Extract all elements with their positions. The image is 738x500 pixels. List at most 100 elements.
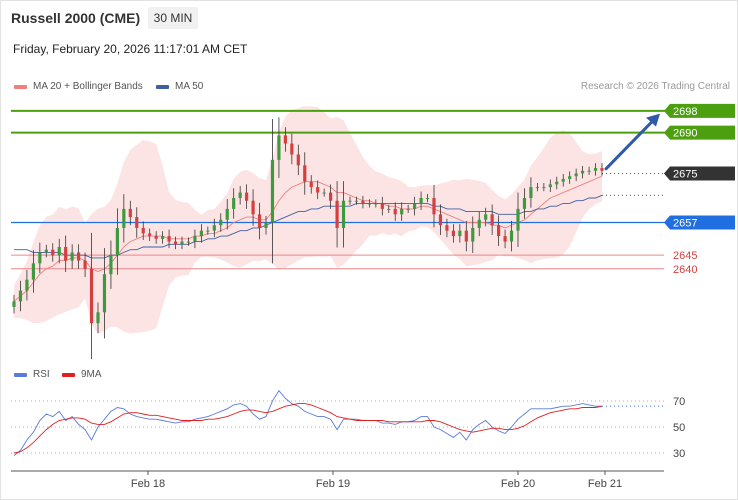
candle-body <box>593 168 598 171</box>
candle-body <box>96 312 100 324</box>
timestamp: Friday, February 20, 2026 11:17:01 AM CE… <box>13 42 248 56</box>
candle-body <box>354 200 359 202</box>
x-tick-label: Feb 18 <box>131 478 165 490</box>
candle-body <box>296 154 300 166</box>
forecast-arrow <box>604 118 656 171</box>
candle-body <box>471 227 475 242</box>
instrument-title: Russell 2000 (CME) <box>11 10 141 26</box>
level-label-2698: 2698 <box>673 106 697 118</box>
research-credit: Research © 2026 Trading Central <box>580 81 730 92</box>
candle-body <box>361 200 365 204</box>
candle-body <box>438 214 443 226</box>
candle-body <box>264 222 268 228</box>
candle-body <box>387 208 391 210</box>
candle-body <box>70 252 74 261</box>
candle-body <box>270 159 275 223</box>
legend-ma50-label: MA 50 <box>175 81 204 92</box>
candle-body <box>477 219 481 228</box>
candle-body <box>167 236 171 242</box>
candle-body <box>341 200 346 228</box>
candle-body <box>219 219 223 226</box>
candle-body <box>406 208 410 210</box>
candle-body <box>51 249 55 256</box>
candle-body <box>413 203 417 209</box>
level-tag-2657 <box>664 215 735 230</box>
candle-body <box>18 290 23 302</box>
candle-body <box>561 178 565 182</box>
candle-body <box>522 198 527 209</box>
candle-body <box>186 241 191 243</box>
candle-body <box>128 208 132 218</box>
candle-body <box>329 192 333 201</box>
x-tick-label: Feb 19 <box>316 478 350 490</box>
legend-ma20-swatch <box>14 84 27 89</box>
level-label-2657: 2657 <box>673 218 697 230</box>
rsi-tick-50: 50 <box>673 422 685 434</box>
candle-body <box>89 268 94 324</box>
forecast-arrow-head <box>646 113 660 127</box>
candle-body <box>83 260 87 269</box>
legend-rsi: RSI <box>14 369 50 380</box>
candle-body <box>419 198 423 204</box>
candle-body <box>367 203 371 205</box>
candle-body <box>348 200 352 202</box>
candle-body <box>451 230 455 237</box>
candle-body <box>31 263 35 280</box>
candle-body <box>581 170 585 174</box>
candle-body <box>148 233 152 237</box>
candle-body <box>458 230 462 237</box>
legend-rsi-ma-swatch <box>62 372 75 377</box>
candle-body <box>173 241 178 245</box>
candle-body <box>141 227 145 234</box>
candle-body <box>206 230 210 232</box>
legend-ma50: MA 50 <box>156 81 203 92</box>
candle-body <box>316 187 320 193</box>
timeframe-button[interactable]: 30 MIN <box>148 7 198 29</box>
candle-body <box>257 214 262 228</box>
candle-body <box>238 192 242 198</box>
level-label-2675: 2675 <box>673 169 697 181</box>
level-label-2640: 2640 <box>673 264 697 276</box>
candle-body <box>102 274 107 313</box>
candle-body <box>212 225 216 231</box>
level-label-2645: 2645 <box>673 250 697 262</box>
x-tick-label: Feb 21 <box>588 478 622 490</box>
rsi-tick-30: 30 <box>673 448 685 460</box>
candle-body <box>548 184 552 188</box>
candle-body <box>555 181 559 185</box>
legend-ma20-label: MA 20 + Bollinger Bands <box>33 81 143 92</box>
candle-body <box>154 236 158 239</box>
candle-body <box>245 192 249 201</box>
candle-body <box>393 208 397 215</box>
level-tag-2690 <box>664 125 735 140</box>
candle-body <box>115 227 119 256</box>
candles <box>12 117 604 360</box>
candle-body <box>374 203 378 205</box>
candle-body <box>180 241 184 245</box>
candle-body <box>425 198 430 199</box>
candle-body <box>400 208 404 215</box>
rsi-line <box>13 389 602 456</box>
legend-ma20: MA 20 + Bollinger Bands <box>14 81 143 92</box>
candle-body <box>309 181 313 188</box>
rsi-ma-line <box>13 403 603 454</box>
candle-body <box>109 255 113 275</box>
candle-body <box>232 198 236 209</box>
candle-body <box>161 236 165 239</box>
candle-body <box>335 200 339 228</box>
candle-body <box>322 192 326 194</box>
candle-body <box>464 230 468 242</box>
candle-body <box>516 208 520 231</box>
candle-body <box>529 187 533 198</box>
bollinger-band <box>14 106 602 335</box>
legend-rsi-label: RSI <box>33 369 50 380</box>
candle-body <box>251 200 255 215</box>
level-tag-2698 <box>664 103 735 118</box>
candle-body <box>509 230 514 242</box>
candle-body <box>497 225 501 237</box>
candle-body <box>587 170 591 172</box>
candle-body <box>135 217 139 228</box>
candle-body <box>64 247 68 261</box>
candle-body <box>122 208 126 228</box>
candle-body <box>38 252 42 264</box>
